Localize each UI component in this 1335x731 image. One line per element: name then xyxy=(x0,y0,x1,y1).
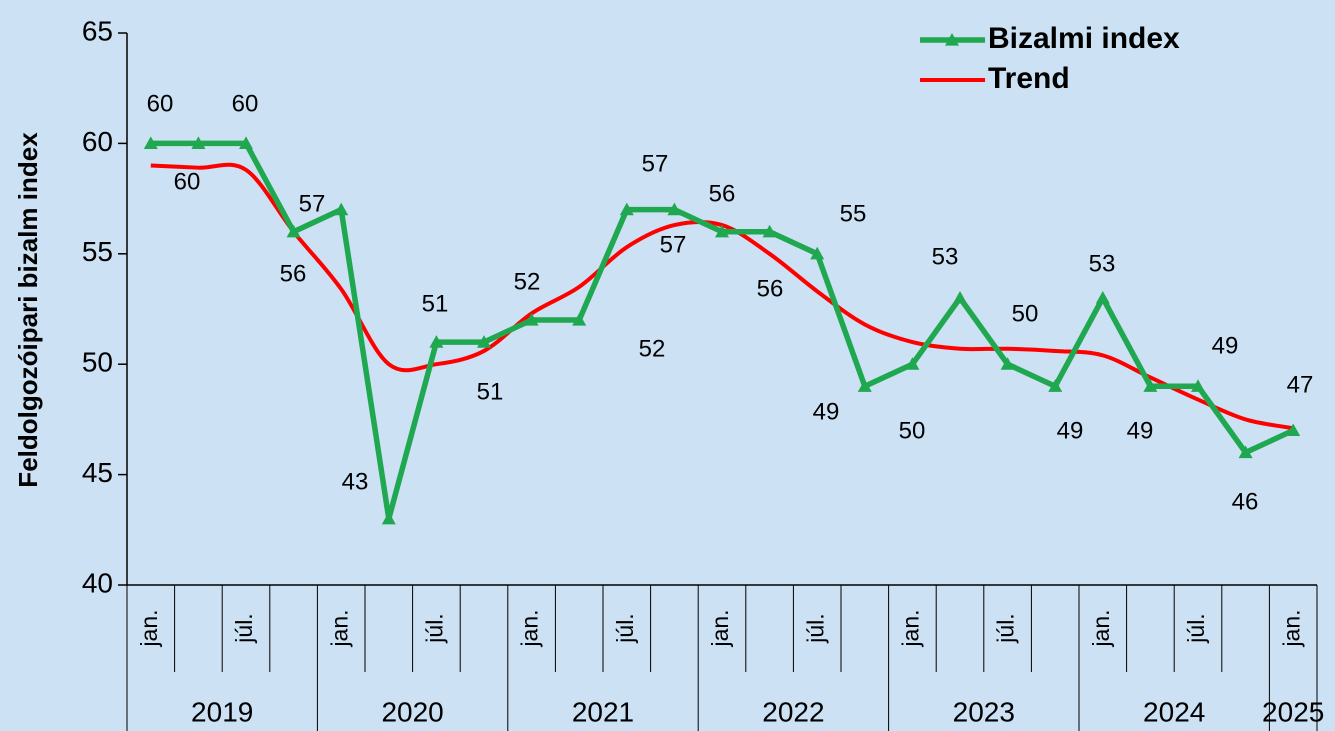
marker xyxy=(191,136,206,149)
marker xyxy=(477,335,491,348)
data-label: 57 xyxy=(642,150,669,177)
data-label: 60 xyxy=(147,90,174,117)
marker xyxy=(1000,357,1015,370)
data-label: 56 xyxy=(280,260,307,287)
marker xyxy=(715,224,729,238)
x-tick-label: júl. xyxy=(612,613,638,643)
marker xyxy=(334,202,349,216)
data-label: 51 xyxy=(477,378,504,405)
x-tick-label: júl. xyxy=(231,613,257,643)
marker xyxy=(572,313,587,326)
data-label: 56 xyxy=(757,275,784,302)
x-group-label: 2023 xyxy=(953,696,1015,727)
x-tick-label: jan. xyxy=(707,609,733,647)
y-tick-label: 65 xyxy=(82,15,113,46)
marker xyxy=(524,313,539,326)
data-label: 53 xyxy=(932,243,959,270)
y-tick-label: 45 xyxy=(82,457,113,488)
y-axis-title: Feldolgozóipari bizalm index xyxy=(13,132,43,488)
data-label: 49 xyxy=(1127,417,1154,444)
legend-label: Trend xyxy=(988,62,1070,95)
marker xyxy=(1238,445,1253,459)
data-label: 49 xyxy=(813,398,840,425)
data-label: 43 xyxy=(342,468,369,495)
data-label: 47 xyxy=(1287,371,1314,398)
x-tick-label: jan. xyxy=(326,609,352,647)
marker xyxy=(286,224,301,238)
marker xyxy=(1048,379,1063,392)
data-label: 52 xyxy=(639,335,666,362)
data-label: 60 xyxy=(174,168,201,195)
data-label: 55 xyxy=(840,200,867,227)
marker xyxy=(810,246,825,260)
data-label: 52 xyxy=(514,268,541,295)
data-label: 49 xyxy=(1057,417,1084,444)
marker xyxy=(619,202,634,216)
y-tick-label: 60 xyxy=(82,126,113,157)
data-label: 57 xyxy=(660,231,687,258)
marker xyxy=(857,379,872,392)
data-label: 53 xyxy=(1089,250,1116,277)
marker xyxy=(905,357,920,370)
marker xyxy=(1143,379,1158,392)
y-tick-label: 50 xyxy=(82,347,113,378)
legend-marker xyxy=(945,33,959,46)
data-label: 56 xyxy=(709,180,736,207)
data-label: 50 xyxy=(899,417,926,444)
x-group-label: 2021 xyxy=(572,696,634,727)
y-tick-label: 40 xyxy=(82,567,113,598)
series-line xyxy=(150,162,1294,431)
marker xyxy=(667,202,682,216)
marker xyxy=(239,136,253,149)
x-tick-label: júl. xyxy=(421,613,447,643)
x-tick-label: júl. xyxy=(1183,613,1209,643)
x-tick-label: jan. xyxy=(517,609,543,647)
marker xyxy=(143,136,158,149)
legend-label: Bizalmi index xyxy=(988,22,1180,55)
data-label: 60 xyxy=(232,90,259,117)
x-tick-label: jan. xyxy=(897,609,923,647)
x-group-label: 2019 xyxy=(191,696,253,727)
data-label: 51 xyxy=(422,290,449,317)
y-tick-label: 55 xyxy=(82,236,113,267)
marker xyxy=(953,290,967,304)
x-tick-label: jan. xyxy=(136,609,162,647)
marker xyxy=(1191,379,1205,392)
x-group-label: 2020 xyxy=(381,696,443,727)
data-label: 50 xyxy=(1012,300,1039,327)
marker xyxy=(381,511,396,525)
x-group-label: 2022 xyxy=(762,696,824,727)
marker xyxy=(1095,290,1110,304)
data-label: 49 xyxy=(1212,332,1239,359)
x-tick-label: jan. xyxy=(1278,609,1304,647)
data-label: 46 xyxy=(1232,488,1259,515)
x-tick-label: jan. xyxy=(1088,609,1114,647)
marker xyxy=(762,224,777,238)
x-group-label: 2024 xyxy=(1143,696,1205,727)
x-tick-label: júl. xyxy=(993,613,1019,643)
x-group-label: 2025 xyxy=(1262,696,1324,727)
marker xyxy=(429,335,444,348)
data-label: 57 xyxy=(299,190,326,217)
x-tick-label: júl. xyxy=(802,613,828,643)
marker xyxy=(1286,423,1301,437)
